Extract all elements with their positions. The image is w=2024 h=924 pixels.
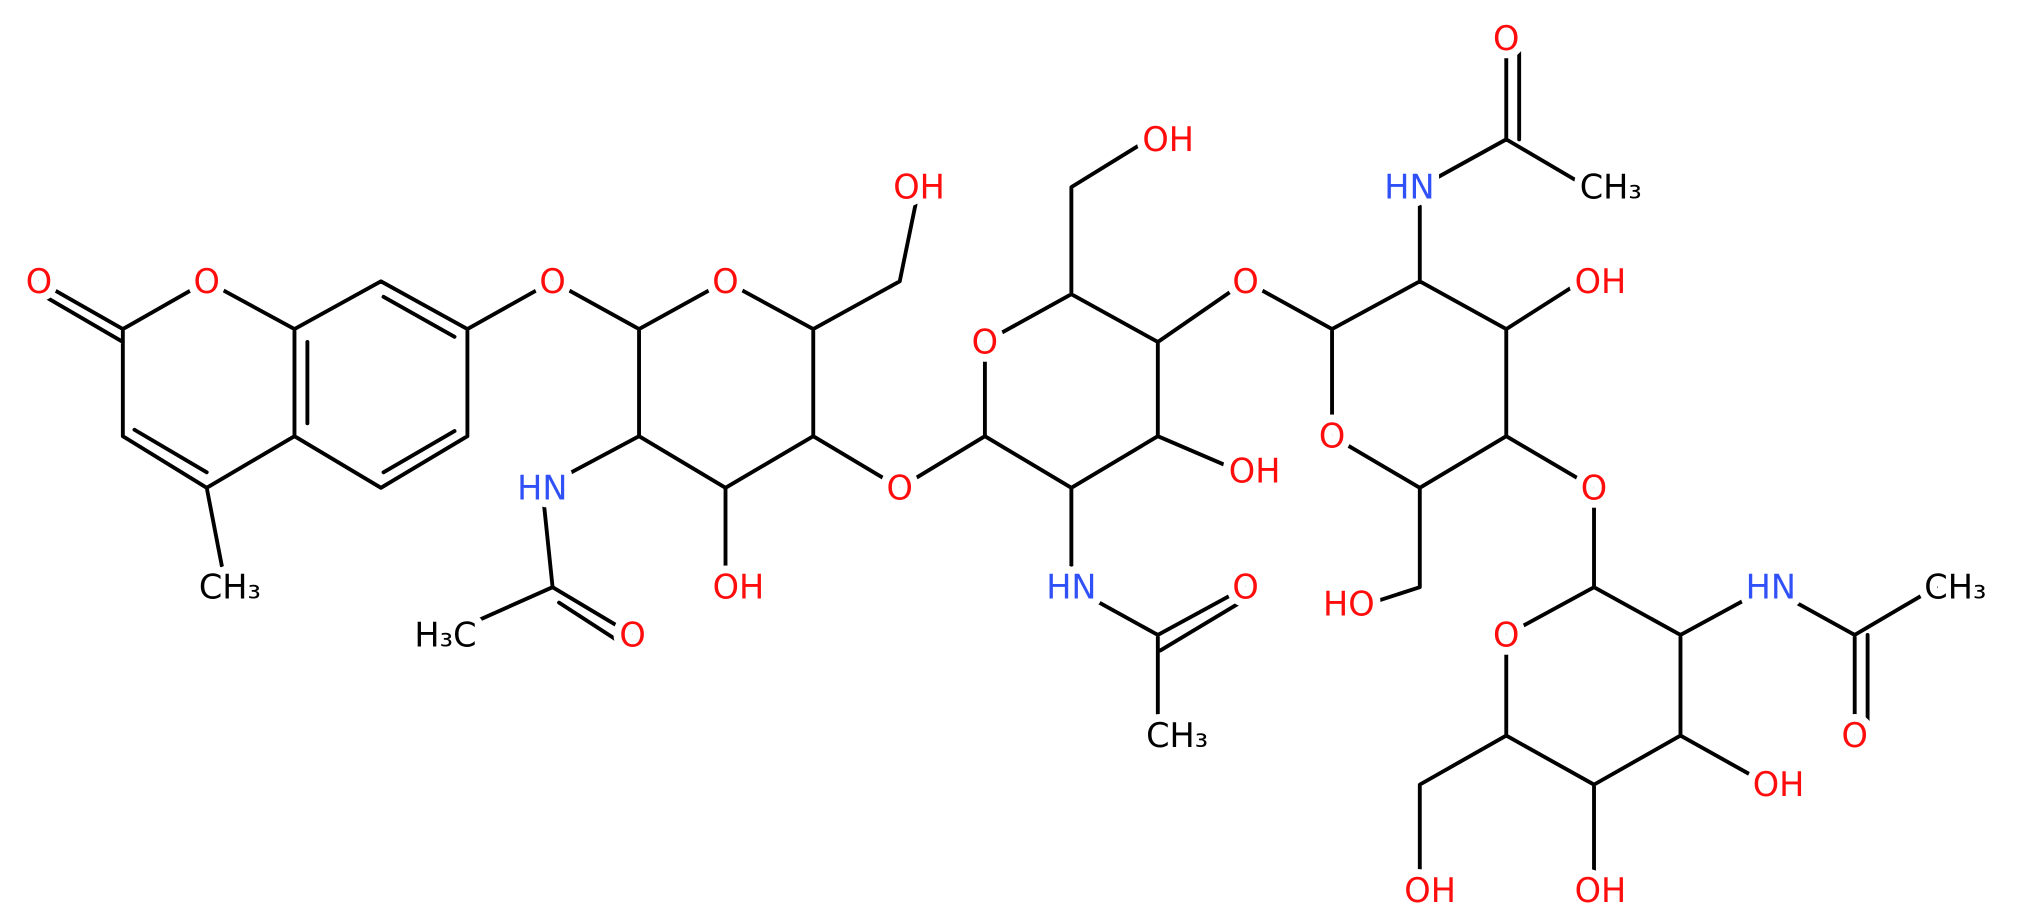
atom-label: CH₃: [1924, 568, 1986, 607]
atom-label: OH: [893, 168, 945, 207]
atom-label: O: [1493, 19, 1519, 58]
atom-label: HN: [1384, 168, 1434, 207]
atom-label: CH₃: [199, 568, 261, 607]
atom-label: O: [26, 262, 52, 301]
atom-label: CH₃: [1580, 168, 1642, 207]
atom-label: O: [619, 615, 645, 654]
atom-label: O: [887, 468, 913, 507]
atom-label: OH: [1575, 262, 1627, 301]
atom-label: O: [1493, 615, 1519, 654]
atom-label: HN: [517, 468, 567, 507]
atom-label: O: [972, 322, 998, 361]
atom-label: O: [712, 262, 738, 301]
atom-label: HN: [1046, 568, 1096, 607]
atom-label: OH: [1753, 765, 1805, 804]
atom-label: O: [1232, 262, 1258, 301]
atom-label: O: [1841, 716, 1867, 755]
atom-label: OH: [713, 568, 765, 607]
atom-label: OH: [1404, 871, 1456, 910]
atom-label: OH: [1229, 452, 1281, 491]
atom-label: HN: [1746, 568, 1796, 607]
atom-label: O: [539, 262, 565, 301]
atom-label: O: [1581, 468, 1607, 507]
atom-label: HO: [1323, 584, 1375, 623]
atom-label: OH: [1575, 871, 1627, 910]
atom-label: CH₃: [1146, 716, 1208, 755]
atom-label: H₃C: [414, 615, 476, 654]
atom-label: O: [194, 262, 220, 301]
atom-label: O: [1319, 417, 1345, 456]
atom-label: O: [1232, 568, 1258, 607]
bonds: [37, 49, 1938, 874]
atom-label: OH: [1142, 120, 1194, 159]
